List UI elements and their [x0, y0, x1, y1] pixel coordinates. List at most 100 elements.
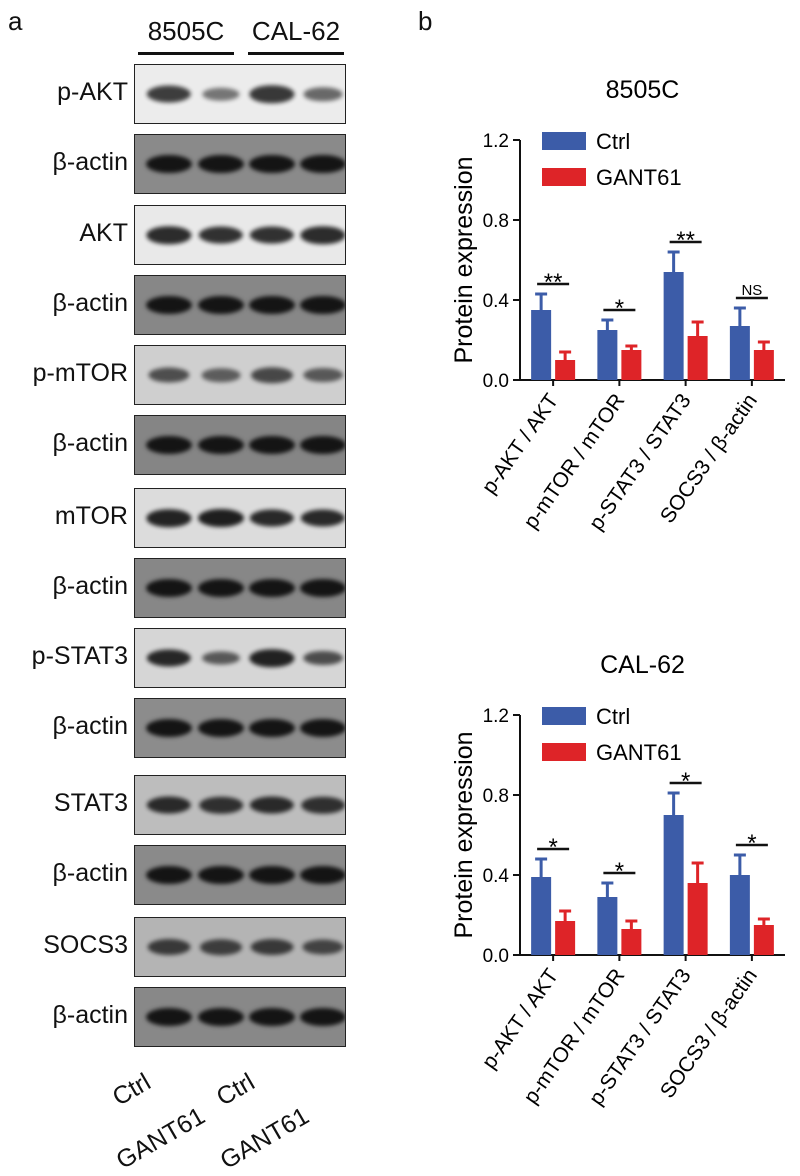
- panel-a-letter: a: [8, 6, 23, 36]
- protein-band: [198, 296, 244, 314]
- protein-band: [251, 367, 293, 383]
- protein-band: [249, 579, 295, 597]
- significance-label: *: [747, 830, 756, 857]
- protein-band: [300, 1008, 345, 1026]
- blot-strip: [134, 558, 346, 618]
- protein-band: [249, 155, 295, 173]
- blot-strip: [134, 775, 346, 835]
- y-tick-label: 0.0: [483, 371, 509, 392]
- protein-band: [303, 368, 343, 382]
- significance-label: *: [681, 768, 690, 795]
- blot-row-label: β-actin: [52, 289, 128, 317]
- protein-band: [300, 509, 345, 527]
- cell-line-header: 8505C: [147, 16, 225, 46]
- lane-label: Ctrl: [107, 1067, 156, 1112]
- bar-ctrl: [663, 815, 684, 955]
- protein-band: [302, 939, 344, 955]
- protein-band: [198, 509, 244, 527]
- protein-band: [300, 226, 345, 244]
- blot-row-label: β-actin: [52, 1001, 128, 1029]
- protein-band: [201, 368, 241, 382]
- bar-ctrl: [729, 326, 750, 380]
- protein-band: [146, 155, 192, 173]
- blot-strip: [134, 415, 346, 475]
- protein-band: [249, 296, 295, 314]
- bar-ctrl: [531, 877, 552, 955]
- bar-gant61: [621, 350, 642, 380]
- blot-strip: [134, 987, 346, 1047]
- protein-band: [249, 1008, 295, 1026]
- protein-band: [198, 436, 244, 454]
- blot-strip: [134, 64, 346, 124]
- protein-band: [249, 226, 295, 244]
- y-tick-label: 1.2: [483, 131, 509, 152]
- significance-label: NS: [741, 282, 762, 299]
- protein-band: [300, 155, 345, 173]
- protein-band: [300, 296, 345, 314]
- blot-strip: [134, 205, 346, 265]
- protein-band: [146, 85, 192, 103]
- significance-label: *: [615, 295, 624, 322]
- protein-band: [147, 939, 191, 955]
- y-axis-label: Protein expression: [450, 156, 478, 363]
- blot-row-label: β-actin: [52, 148, 128, 176]
- y-tick-label: 1.2: [483, 706, 509, 727]
- legend-label: GANT61: [596, 740, 682, 765]
- blot-strip: [134, 488, 346, 548]
- blot-row-label: β-actin: [52, 859, 128, 887]
- cell-line-header: CAL-62: [251, 16, 341, 46]
- protein-band: [249, 436, 295, 454]
- legend-label: Ctrl: [596, 704, 630, 729]
- y-tick-label: 0.8: [483, 211, 509, 232]
- protein-band: [198, 1008, 244, 1026]
- bar-gant61: [621, 929, 642, 955]
- blot-strip: [134, 275, 346, 335]
- protein-band: [202, 651, 240, 665]
- legend-label: Ctrl: [596, 129, 630, 154]
- blot-row-label: AKT: [79, 219, 128, 247]
- protein-band: [146, 579, 192, 597]
- cell-line-underline: [248, 52, 344, 55]
- blot-row-label: β-actin: [52, 429, 128, 457]
- chart-title: CAL-62: [600, 651, 685, 679]
- legend-swatch-gant61: [542, 743, 586, 761]
- bar-ctrl: [663, 272, 684, 380]
- y-tick-label: 0.0: [483, 946, 509, 967]
- bar-ctrl: [531, 310, 552, 380]
- protein-band: [146, 296, 192, 314]
- protein-band: [146, 649, 192, 667]
- legend-swatch-ctrl: [542, 132, 586, 150]
- protein-band: [146, 719, 192, 737]
- protein-band: [300, 579, 345, 597]
- bar-gant61: [753, 925, 774, 955]
- blot-row-label: STAT3: [53, 789, 128, 817]
- protein-band: [249, 719, 295, 737]
- protein-band: [146, 509, 192, 527]
- protein-band: [250, 939, 294, 955]
- protein-band: [146, 1008, 192, 1026]
- protein-band: [146, 436, 192, 454]
- blot-row-label: p-STAT3: [31, 642, 128, 670]
- blot-row-label: β-actin: [52, 572, 128, 600]
- protein-band: [146, 866, 192, 884]
- protein-band: [202, 87, 240, 101]
- protein-band: [249, 866, 295, 884]
- protein-band: [300, 719, 345, 737]
- legend-swatch-gant61: [542, 168, 586, 186]
- protein-band: [303, 87, 343, 101]
- blot-row-label: β-actin: [52, 712, 128, 740]
- protein-band: [199, 796, 243, 814]
- blot-strip: [134, 845, 346, 905]
- protein-band: [300, 436, 345, 454]
- protein-band: [146, 226, 192, 244]
- bar-gant61: [555, 921, 576, 955]
- blot-row-label: mTOR: [54, 502, 128, 530]
- significance-label: *: [548, 834, 557, 861]
- lane-label: Ctrl: [211, 1067, 260, 1112]
- protein-band: [146, 796, 192, 814]
- cell-line-underline: [138, 52, 234, 55]
- y-tick-label: 0.4: [483, 866, 510, 887]
- protein-band: [198, 866, 244, 884]
